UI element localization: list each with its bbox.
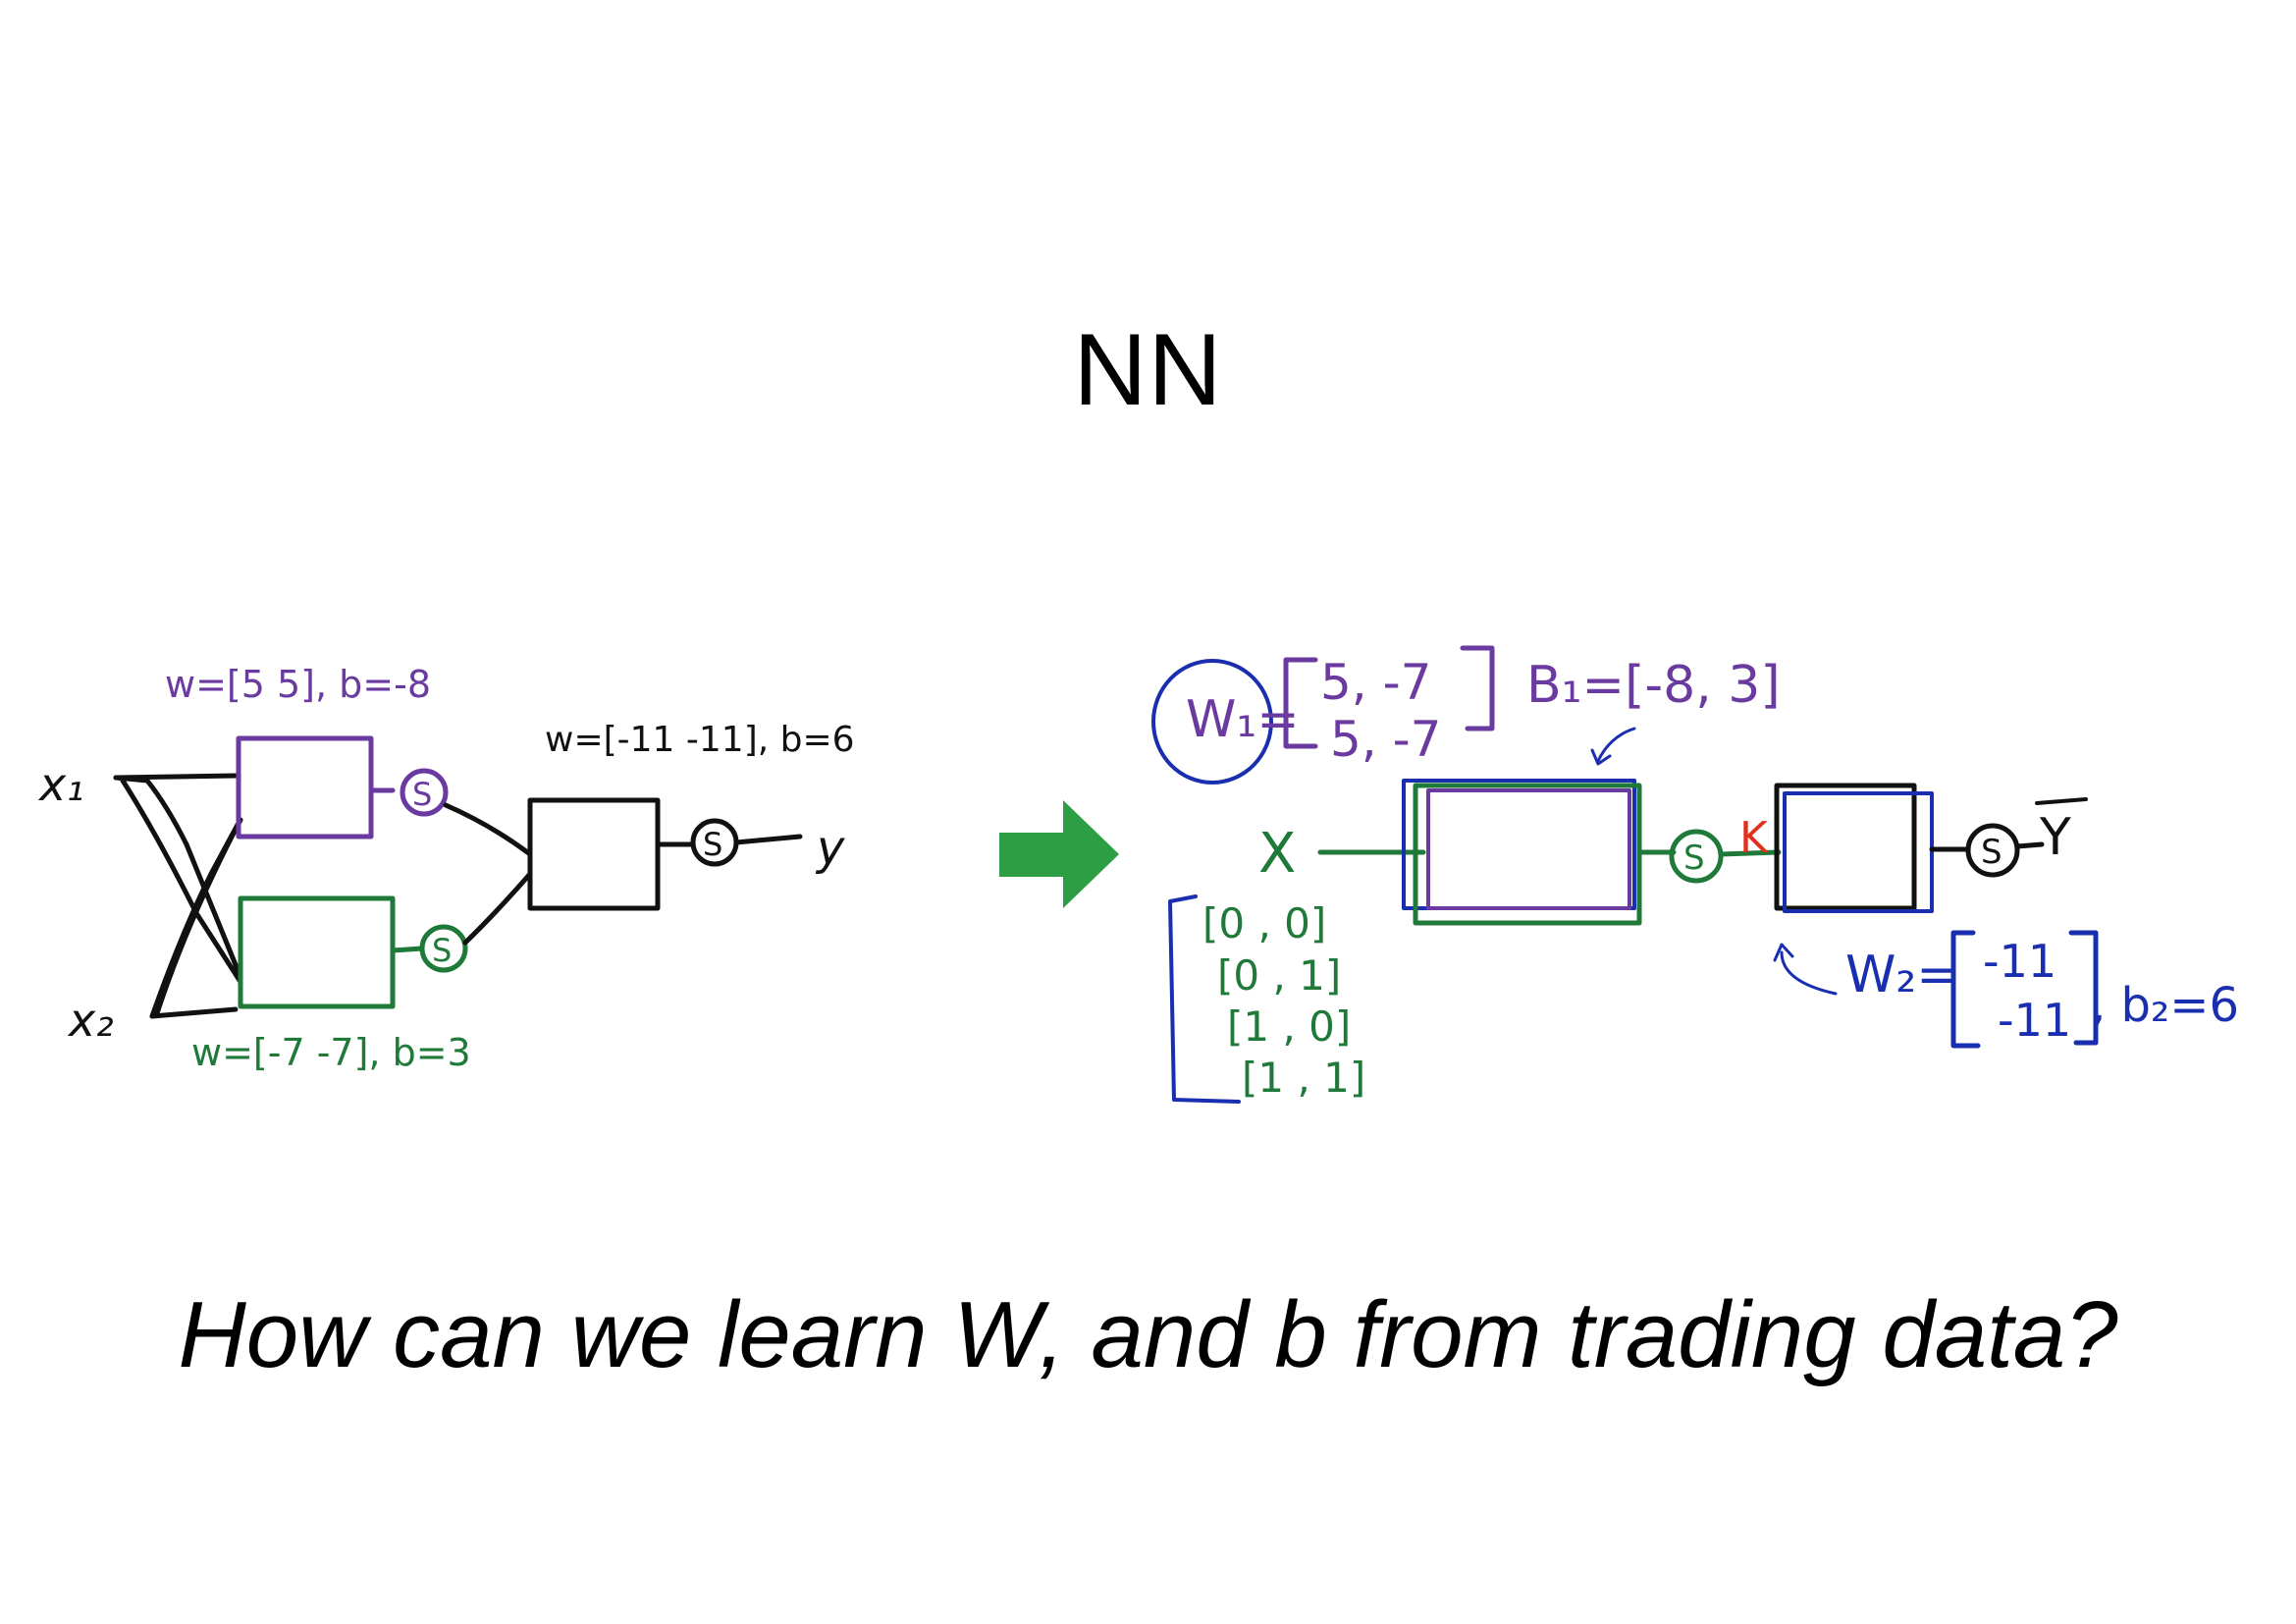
left-neuron-bottom-label: w=[-7 -7], b=3 (191, 1031, 471, 1074)
layer2-block-black (1774, 783, 1917, 911)
right-network-diagram: W₁= 5, -7 5, -7 B₁=[-8, 3] X [0 , 0] [0 … (1151, 645, 2239, 1104)
left-sigmoid-bottom-glyph: S (432, 932, 452, 969)
layer1-sigmoid-glyph: S (1683, 839, 1705, 878)
w1-left-bracket (1283, 657, 1318, 749)
right-output-y: Y (2039, 808, 2071, 867)
layer2-sigmoid (1965, 823, 2020, 878)
left-sigmoid-bottom (419, 924, 468, 973)
left-neuron-top (236, 735, 374, 839)
data-row-3: [1 , 0] (1227, 1002, 1351, 1051)
left-output-y: y (815, 821, 845, 876)
b1-annotation-arrow (1590, 727, 1636, 766)
k-label: K (1739, 813, 1769, 863)
b2-label: , b₂=6 (2091, 978, 2239, 1033)
left-sigmoid-top-glyph: S (412, 776, 432, 813)
left-input-wires (113, 773, 243, 1019)
slide-question: How can we learn W, and b from trading d… (178, 1282, 2118, 1387)
left-sigmoid-output-glyph: S (703, 826, 722, 863)
w1-right-bracket (1460, 645, 1495, 731)
left-sigmoid-top (400, 768, 449, 817)
data-row-4: [1 , 1] (1242, 1054, 1365, 1102)
w2-annotation-arrow (1773, 943, 1838, 996)
slide-title: NN (1073, 313, 1223, 427)
w2-left-bracket (1950, 930, 1981, 1049)
w2-right-bracket (2068, 930, 2099, 1046)
left-input-x1: x₁ (37, 758, 84, 811)
layer2-sigmoid-glyph: S (1981, 833, 2002, 872)
b1-label: B₁=[-8, 3] (1526, 656, 1781, 715)
data-rows: [0 , 0] [0 , 1] [1 , 0] [1 , 1] (1202, 899, 1365, 1102)
w1-label: W₁= (1186, 690, 1300, 749)
w1-highlight-circle (1151, 659, 1273, 785)
left-neuron-top-label: w=[5 5], b=-8 (165, 663, 431, 706)
w1-row-1: 5, -7 (1320, 654, 1431, 711)
left-neuron-bottom (238, 895, 396, 1009)
w2-row-1: -11 (1983, 935, 2056, 988)
left-network-diagram: x₁ x₂ w=[5 5], b=-8 S w=[-7 -7], b=3 S (37, 663, 855, 1074)
w2-label: W₂= (1845, 946, 1959, 1004)
layer1-block-green (1413, 783, 1642, 926)
layer1-block-purple (1426, 788, 1631, 910)
left-hidden-wires (443, 802, 533, 946)
data-row-1: [0 , 0] (1202, 899, 1326, 947)
transform-arrow-icon (999, 800, 1119, 908)
left-input-x2: x₂ (67, 994, 114, 1047)
data-row-2: [0 , 1] (1217, 951, 1341, 1000)
w2-row-2: -11 (1998, 994, 2071, 1047)
left-neuron-output-label: w=[-11 -11], b=6 (545, 720, 855, 760)
layer1-block-blue (1402, 779, 1636, 910)
data-bracket (1168, 894, 1241, 1104)
w1-row-2: 5, -7 (1330, 711, 1441, 768)
left-neuron-output (527, 797, 661, 911)
right-input-x: X (1258, 822, 1296, 886)
layer2-block-blue (1783, 791, 1934, 913)
